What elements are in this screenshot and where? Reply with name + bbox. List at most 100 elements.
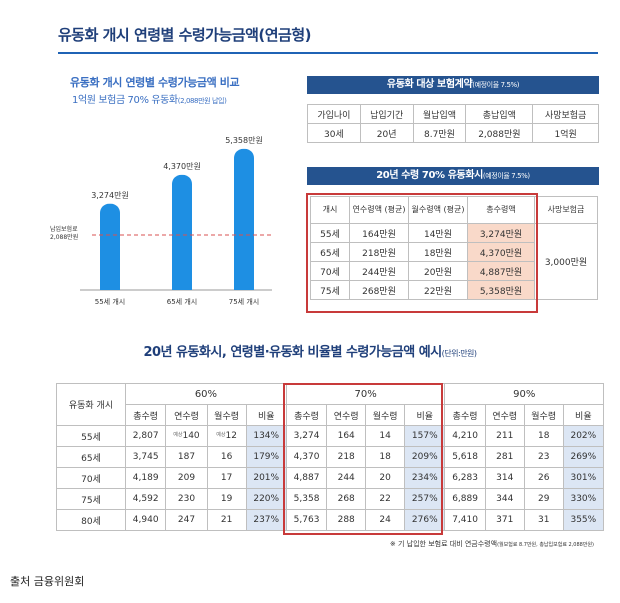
category-tick-label: 65세 개시 bbox=[167, 297, 197, 306]
payout-row: 65세 218만원 18만원 4,370만원 bbox=[310, 242, 598, 262]
rate-age-cell: 75세 bbox=[56, 488, 126, 510]
footnote: ※ 기 납입한 보험료 대비 연금수령액(월보험료 8.7만원, 총납입보험료 … bbox=[390, 539, 594, 549]
rate-section-title-text: 20년 유동화시, 연령별·유동화 비율별 수령가능금액 예시 bbox=[143, 345, 442, 360]
contract-cell: 20년 bbox=[359, 123, 414, 143]
payout-cell: 65세 bbox=[310, 242, 350, 262]
rate-value-cell: 6,283 bbox=[444, 467, 486, 489]
rate-row: 65세 3,745 187 16 179% 4,370 218 18 209% 5,618 281 2… bbox=[56, 446, 605, 468]
footnote-detail: (월보험료 8.7만원, 총납입보험료 2,088만원) bbox=[497, 542, 594, 548]
rate-section-unit: (단위:만원) bbox=[441, 349, 477, 358]
payout-total-cell: 5,358만원 bbox=[467, 280, 535, 300]
rate-ratio-cell: 209% bbox=[404, 446, 446, 468]
rate-age-cell: 80세 bbox=[56, 509, 126, 531]
payout-row: 70세 244만원 20만원 4,887만원 bbox=[310, 261, 598, 281]
rate-ratio-cell: 301% bbox=[562, 467, 605, 489]
payout-cell: 22만원 bbox=[408, 280, 468, 300]
source-caption: 출처 금융위원회 bbox=[10, 575, 85, 588]
rate-ratio-cell: 276% bbox=[404, 509, 446, 531]
bar-data-label: 5,358만원 bbox=[225, 136, 263, 145]
rate-value-cell: 211 bbox=[484, 425, 525, 447]
rate-value-cell: 371 bbox=[484, 509, 525, 531]
rate-value-cell: 4,940 bbox=[124, 509, 167, 531]
contract-band-title: 유동화 대상 보험계약 bbox=[386, 79, 473, 90]
rate-value-cell: 29 bbox=[523, 488, 564, 510]
payout-total-cell: 3,274만원 bbox=[467, 223, 535, 243]
payout-cell: 244만원 bbox=[349, 261, 409, 281]
chart-subtitle-note: (2,088만원 납입) bbox=[177, 97, 227, 105]
contract-header-row: 가입나이 납입기간 월납입액 총납입액 사망보험금 bbox=[307, 104, 599, 124]
rate-ratio-cell: 179% bbox=[245, 446, 287, 468]
bar-base bbox=[100, 280, 120, 290]
bar bbox=[100, 203, 120, 290]
payout-cell: 55세 bbox=[310, 223, 350, 243]
rate-subheader-cell: 총수령 bbox=[444, 404, 486, 426]
payout-cell: 218만원 bbox=[349, 242, 409, 262]
rate-subheader-cell: 총수령 bbox=[285, 404, 328, 426]
rate-value-cell: 344 bbox=[484, 488, 525, 510]
rate-ratio-cell: 134% bbox=[245, 425, 287, 447]
rate-ratio-cell: 157% bbox=[404, 425, 446, 447]
rate-subheader-cell: 연수령 bbox=[326, 404, 367, 426]
rate-value-cell: 4,887 bbox=[285, 467, 328, 489]
rate-value-cell: 5,618 bbox=[444, 446, 486, 468]
rate-value-text: 140 bbox=[182, 431, 200, 441]
payout-death-benefit: 3,000만원 bbox=[534, 223, 598, 300]
rate-value-cell: 187 bbox=[165, 446, 208, 468]
payout-total-cell: 4,887만원 bbox=[467, 261, 535, 281]
rate-row: 70세 4,189 209 17 201% 4,887 244 20 234% 6,283 314 2… bbox=[56, 467, 605, 489]
rate-value-cell: 281 bbox=[484, 446, 525, 468]
rate-value-cell: 2,807 bbox=[124, 425, 167, 447]
rate-value-cell: 24 bbox=[365, 509, 406, 531]
rate-subheader-cell: 비율 bbox=[245, 404, 287, 426]
rate-subheader-cell: 월수령 bbox=[206, 404, 247, 426]
rate-subheader-cell: 연수령 bbox=[484, 404, 525, 426]
rate-value-cell: 22 bbox=[365, 488, 406, 510]
rate-ratio-cell: 201% bbox=[245, 467, 287, 489]
footnote-text: ※ 기 납입한 보험료 대비 연금수령액 bbox=[389, 540, 498, 548]
rate-value-cell: 244 bbox=[326, 467, 367, 489]
rate-table: 유동화 개시 60% 70% 90% 총수령 연수령 월수령 비율 총수령 연수령 월수령 비… bbox=[56, 383, 605, 531]
rate-age-cell: 70세 bbox=[56, 467, 126, 489]
rate-row: 80세 4,940 247 21 237% 5,763 288 24 276% 7,410 371 3… bbox=[56, 509, 605, 531]
rate-value-cell: 4,210 bbox=[444, 425, 486, 447]
rate-value-cell: 3,745 bbox=[124, 446, 167, 468]
rate-group-header: 60% bbox=[125, 383, 287, 405]
rate-subheader-cell: 월수령 bbox=[365, 404, 406, 426]
rate-value-cell: 5,763 bbox=[285, 509, 328, 531]
rate-value-cell: 23 bbox=[523, 446, 564, 468]
rate-value-cell: 218 bbox=[326, 446, 367, 468]
rate-ratio-cell: 355% bbox=[562, 509, 605, 531]
contract-header-cell: 납입기간 bbox=[359, 104, 414, 124]
payout-cell: 18만원 bbox=[408, 242, 468, 262]
payout-header-cell: 개시 bbox=[310, 196, 350, 224]
bar bbox=[172, 174, 192, 290]
chart-subtitle: 1억원 보험금 70% 유동화(2,088만원 납입) bbox=[72, 91, 227, 106]
reference-line-label: 납입보험료 bbox=[50, 225, 78, 233]
rate-subheader-cell: 월수령 bbox=[523, 404, 564, 426]
title-divider bbox=[58, 52, 598, 54]
rate-group-row: 유동화 개시 60% 70% 90% bbox=[56, 383, 604, 426]
rate-group-header: 70% bbox=[285, 383, 446, 405]
rate-subheader-cell: 비율 bbox=[404, 404, 446, 426]
payout-cell: 268만원 bbox=[349, 280, 409, 300]
contract-band: 유동화 대상 보험계약(예정이율 7.5%) bbox=[307, 76, 599, 94]
contract-band-note: (예정이율 7.5%) bbox=[472, 81, 520, 89]
rate-value-cell: 3,274 bbox=[285, 425, 328, 447]
contract-header-cell: 사망보험금 bbox=[532, 104, 599, 124]
rate-section-title: 20년 유동화시, 연령별·유동화 비율별 수령가능금액 예시(단위:만원) bbox=[0, 341, 620, 360]
rate-age-cell: 55세 bbox=[56, 425, 126, 447]
bar-base bbox=[234, 280, 254, 290]
contract-header-cell: 가입나이 bbox=[307, 104, 361, 124]
rate-value-cell: 5,358 bbox=[285, 488, 328, 510]
rate-ratio-cell: 330% bbox=[562, 488, 605, 510]
contract-cell: 30세 bbox=[307, 123, 361, 143]
page-title: 유동화 개시 연령별 수령가능금액(연금형) bbox=[58, 26, 311, 44]
reference-line-value-label: 2,088만원 bbox=[50, 233, 78, 241]
payout-cell: 20만원 bbox=[408, 261, 468, 281]
contract-cell: 1억원 bbox=[532, 123, 599, 143]
rate-value-cell: 230 bbox=[165, 488, 208, 510]
payout-row: 75세 268만원 22만원 5,358만원 bbox=[310, 280, 598, 300]
contract-header-cell: 월납입액 bbox=[412, 104, 467, 124]
rate-value-cell: 4,370 bbox=[285, 446, 328, 468]
rate-value-cell: 209 bbox=[165, 467, 208, 489]
